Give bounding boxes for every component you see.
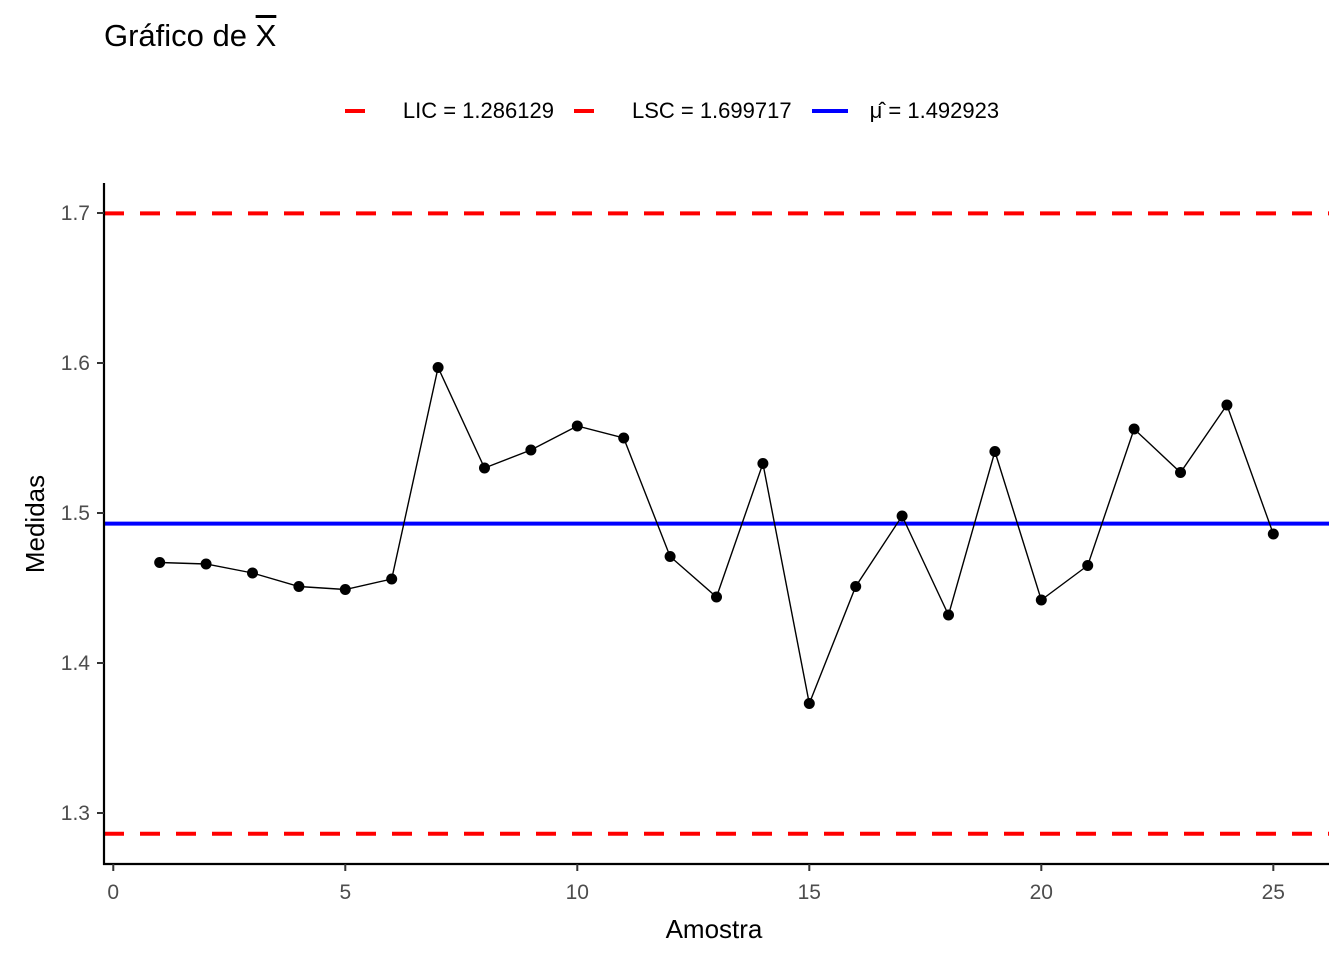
y-axis-title: Medidas <box>20 475 50 573</box>
data-point <box>1082 560 1094 571</box>
y-tick-label: 1.7 <box>61 202 90 225</box>
legend: LIC = 1.286129 LSC = 1.699717 μ̂ = 1.492… <box>0 98 1344 124</box>
data-point <box>896 510 908 522</box>
data-point <box>943 609 955 621</box>
x-tick-label: 0 <box>107 881 119 904</box>
legend-key-lic <box>344 109 381 113</box>
y-tick-label: 1.5 <box>61 502 90 525</box>
x-tick-label: 25 <box>1262 881 1285 904</box>
data-point <box>246 567 258 579</box>
y-tick-label: 1.4 <box>61 652 91 675</box>
x-axis-title: Amostra <box>666 914 763 944</box>
data-point <box>803 698 815 709</box>
data-point <box>1175 467 1187 478</box>
data-point <box>432 362 444 373</box>
data-series <box>154 362 1279 709</box>
legend-item-lsc: LSC = 1.699717 <box>573 98 792 124</box>
data-point <box>200 558 212 570</box>
control-limit-lines <box>104 211 1329 836</box>
data-point <box>989 446 1001 457</box>
data-point <box>293 581 305 592</box>
data-point <box>1221 399 1233 411</box>
data-point <box>571 420 583 432</box>
legend-item-mean: μ̂ = 1.492923 <box>811 98 1000 124</box>
x-tick-label: 5 <box>339 881 351 904</box>
legend-label-lic: LIC = 1.286129 <box>402 98 554 123</box>
data-point <box>664 551 676 562</box>
data-point <box>386 573 398 585</box>
data-point <box>850 581 862 592</box>
x-tick-label: 10 <box>566 881 589 904</box>
data-point <box>711 591 722 603</box>
y-tick-label: 1.3 <box>61 802 90 825</box>
chart-title-text: Gráfico de <box>104 18 256 53</box>
data-point <box>618 432 630 444</box>
data-point <box>1035 594 1047 606</box>
legend-key-lsc <box>573 109 610 113</box>
data-point <box>525 444 537 456</box>
data-point <box>1267 528 1279 540</box>
legend-label-mean: μ̂ = 1.492923 <box>869 98 1000 123</box>
data-point <box>478 462 490 474</box>
data-point <box>154 557 166 568</box>
legend-key-mean <box>811 109 848 113</box>
legend-item-lic: LIC = 1.286129 <box>344 98 554 124</box>
data-point <box>757 458 769 469</box>
series-line <box>159 365 1274 706</box>
data-point <box>339 584 351 595</box>
chart-title: Gráfico de X <box>104 18 276 54</box>
legend-label-lsc: LSC = 1.699717 <box>631 98 792 123</box>
x-tick-label: 20 <box>1030 881 1053 904</box>
axes: 1.3 1.4 1.5 1.6 1.7 0 5 10 15 20 25 <box>61 183 1329 904</box>
x-tick-label: 15 <box>798 881 821 904</box>
data-point <box>1128 423 1140 435</box>
chart-title-symbol: X <box>255 18 277 53</box>
y-tick-label: 1.6 <box>61 352 90 375</box>
